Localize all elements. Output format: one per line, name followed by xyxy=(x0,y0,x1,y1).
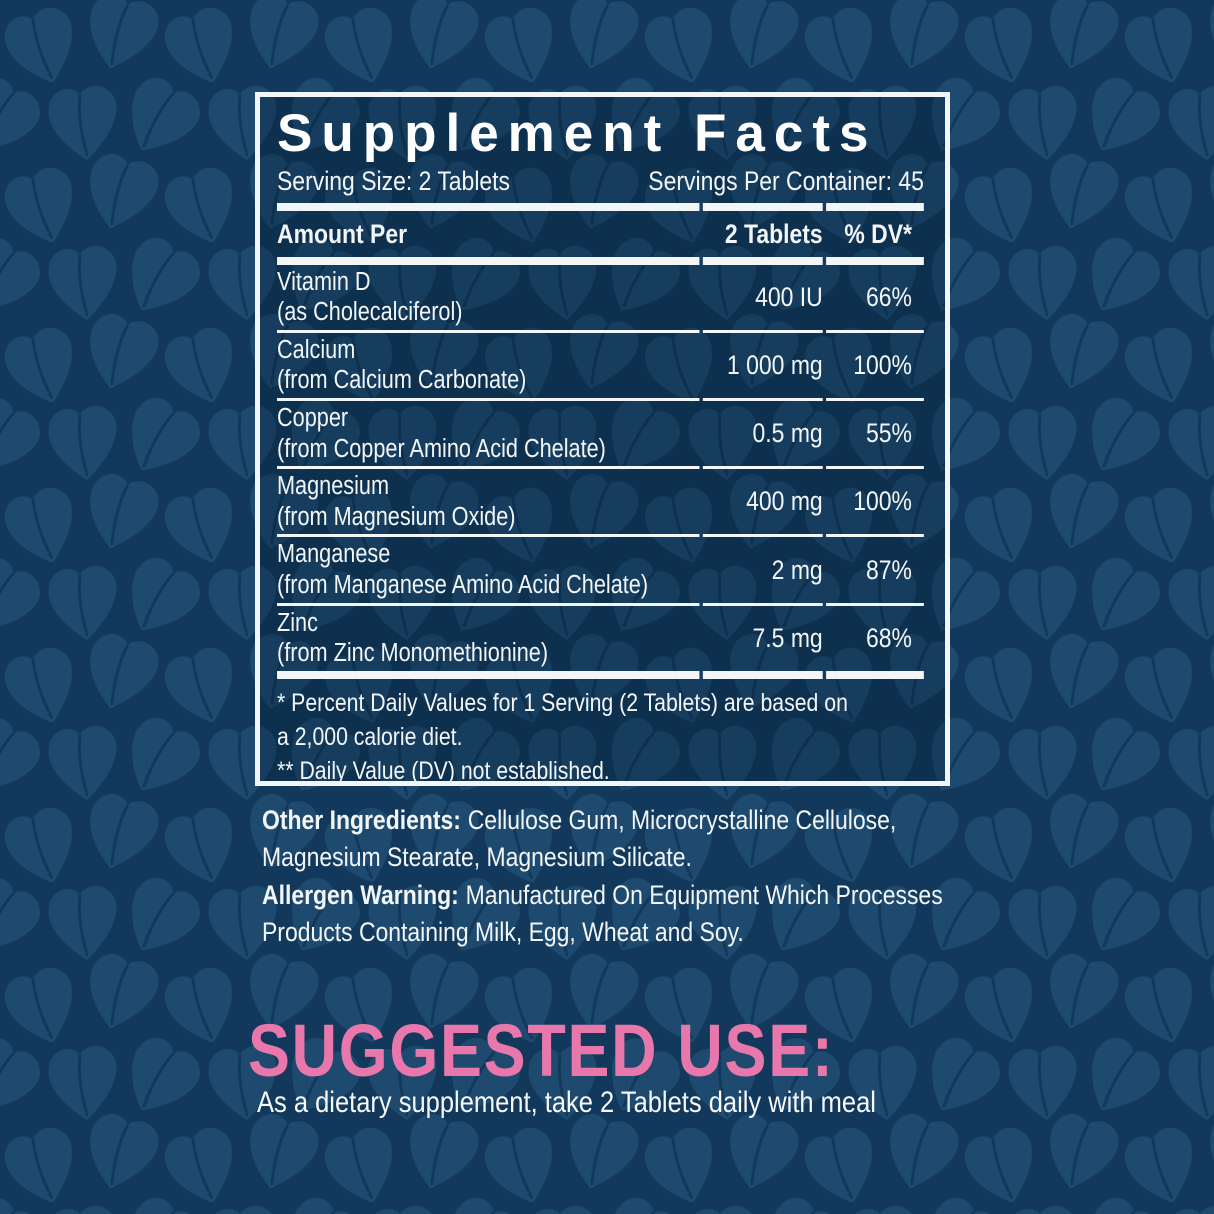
row-separator xyxy=(277,602,924,606)
suggested-use-text: As a dietary supplement, take 2 Tablets … xyxy=(257,1086,876,1119)
serving-info-row: Serving Size: 2 Tablets Servings Per Con… xyxy=(277,165,924,198)
allergen-warning-label: Allergen Warning: xyxy=(262,879,459,910)
other-ingredients-text: Cellulose Gum, Microcrystalline Cellulos… xyxy=(262,805,897,873)
nutrient-source: (from Zinc Monomethionine) xyxy=(277,639,549,668)
nutrient-dv: 55% xyxy=(866,418,912,449)
other-ingredients-paragraph: Other Ingredients: Cellulose Gum, Microcr… xyxy=(262,802,981,877)
row-separator xyxy=(277,466,924,470)
nutrient-row-copper: Copper (from Copper Amino Acid Chelate) … xyxy=(277,401,924,466)
nutrient-dv: 100% xyxy=(853,349,912,380)
nutrient-amount: 400 IU xyxy=(755,281,823,312)
separator-thick xyxy=(277,670,924,679)
nutrient-row-calcium: Calcium (from Calcium Carbonate) 1 000 m… xyxy=(277,333,924,398)
supplement-facts-panel: Supplement Facts Serving Size: 2 Tablets… xyxy=(255,92,950,786)
row-separator xyxy=(277,398,924,402)
supplement-facts-title: Supplement Facts xyxy=(277,104,878,163)
header-per-serving: 2 Tablets xyxy=(724,219,823,250)
nutrient-source: (from Calcium Carbonate) xyxy=(277,366,527,395)
nutrient-name: Manganese xyxy=(277,540,391,569)
nutrient-dv: 68% xyxy=(866,622,912,653)
dv-footnote-line1: * Percent Daily Values for 1 Serving (2 … xyxy=(277,688,848,717)
nutrient-name: Zinc xyxy=(277,608,318,637)
nutrient-source: (as Cholecalciferol) xyxy=(277,298,463,327)
nutrient-dv: 100% xyxy=(853,486,912,517)
suggested-use-title: SUGGESTED USE: xyxy=(248,1009,835,1092)
nutrient-name: Magnesium xyxy=(277,472,390,501)
nutrient-source: (from Magnesium Oxide) xyxy=(277,502,516,531)
nutrient-amount: 1 000 mg xyxy=(727,349,823,380)
nutrient-amount: 400 mg xyxy=(746,486,823,517)
other-ingredients-label: Other Ingredients: xyxy=(262,805,461,835)
header-dv: % DV* xyxy=(844,219,912,250)
nutrient-row-manganese: Manganese (from Manganese Amino Acid Che… xyxy=(277,537,924,602)
nutrient-dv: 66% xyxy=(866,281,912,312)
nutrient-dv: 87% xyxy=(866,554,912,585)
nutrient-row-zinc: Zinc (from Zinc Monomethionine) 7.5 mg 6… xyxy=(277,606,924,671)
nutrient-amount: 0.5 mg xyxy=(752,418,823,449)
nutrient-source: (from Copper Amino Acid Chelate) xyxy=(277,434,606,463)
nutrient-amount: 7.5 mg xyxy=(752,622,823,653)
header-amount-per: Amount Per xyxy=(277,219,408,250)
ingredients-section: Other Ingredients: Cellulose Gum, Microcr… xyxy=(262,802,981,951)
dv-not-established-footnote: ** Daily Value (DV) not established. xyxy=(277,756,610,785)
serving-size: Serving Size: 2 Tablets xyxy=(277,166,511,197)
nutrient-name: Calcium xyxy=(277,335,356,364)
table-header-row: Amount Per 2 Tablets % DV* xyxy=(277,211,924,256)
nutrient-row-magnesium: Magnesium (from Magnesium Oxide) 400 mg … xyxy=(277,469,924,534)
row-separator xyxy=(277,534,924,538)
allergen-warning-text: Manufactured On Equipment Which Processe… xyxy=(262,879,943,947)
nutrient-amount: 2 mg xyxy=(771,554,823,585)
separator-thick xyxy=(277,203,924,212)
allergen-warning-paragraph: Allergen Warning: Manufactured On Equipme… xyxy=(262,877,981,952)
dv-footnote-line2: a 2,000 calorie diet. xyxy=(277,722,463,751)
row-separator xyxy=(277,329,924,333)
footnotes: * Percent Daily Values for 1 Serving (2 … xyxy=(277,686,924,788)
nutrient-source: (from Manganese Amino Acid Chelate) xyxy=(277,571,649,600)
separator-thick xyxy=(277,256,924,265)
nutrient-row-vitamin-d: Vitamin D (as Cholecalciferol) 400 IU 66… xyxy=(277,265,924,330)
nutrient-name: Vitamin D xyxy=(277,267,371,296)
nutrient-name: Copper xyxy=(277,404,349,433)
servings-per-container: Servings Per Container: 45 xyxy=(648,166,924,197)
